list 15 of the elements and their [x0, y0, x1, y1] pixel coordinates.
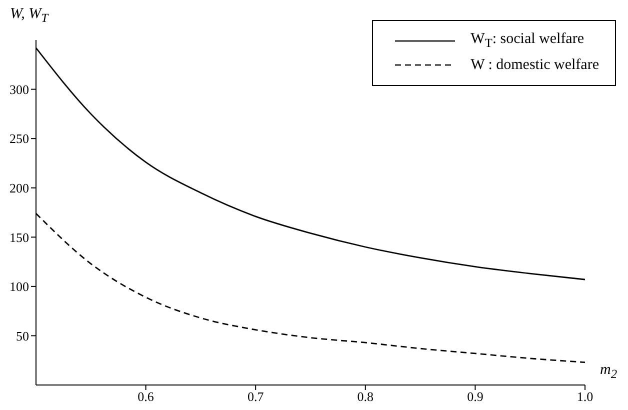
legend-label: W : domestic welfare	[470, 56, 599, 74]
x-tick-label: 0.8	[357, 389, 374, 404]
y-axis-title: W, W$_{T}$	[10, 6, 48, 26]
y-tick-label: 300	[10, 82, 29, 97]
y-tick-label: 250	[10, 131, 29, 146]
y-tick-label: 200	[10, 180, 29, 196]
legend-label: W$_{T}$: social welfare	[470, 31, 584, 51]
y-tick-label: 100	[10, 279, 29, 294]
x-tick-label: 0.6	[138, 389, 154, 404]
y-tick-label: 150	[10, 230, 29, 245]
x-tick-label: 0.9	[467, 389, 484, 404]
x-tick-label: 0.7	[247, 389, 264, 404]
x-tick-label: 1.0	[576, 389, 594, 404]
y-tick-label: 50	[16, 328, 29, 344]
x-axis-title: m$_{2}$	[600, 362, 618, 382]
